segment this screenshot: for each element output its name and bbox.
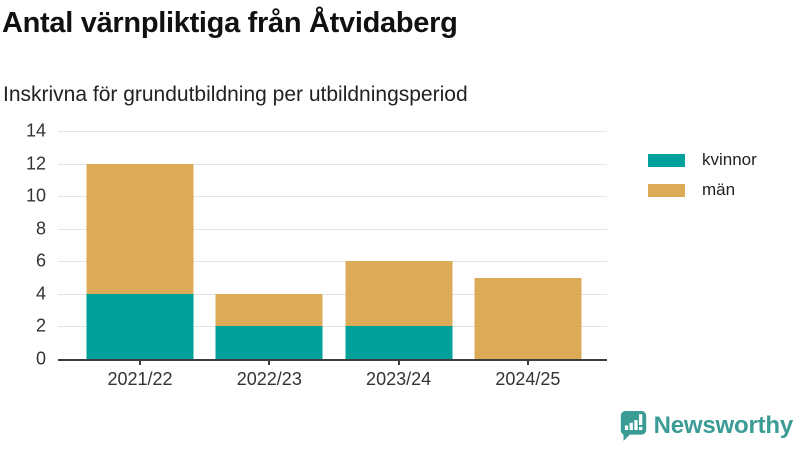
gridline-y-14 <box>58 131 607 132</box>
newsworthy-icon <box>620 411 646 441</box>
bar-2023-24 <box>345 261 453 359</box>
bar-2021-22 <box>86 163 194 359</box>
gridline-y-6 <box>58 261 607 263</box>
gridline-y-2 <box>58 326 607 328</box>
y-tick-label: 14 <box>25 120 46 141</box>
x-tick-mark <box>397 359 400 365</box>
bar-segment-kvinnor <box>345 326 453 359</box>
bar-segment-män <box>474 277 582 359</box>
y-tick-label: 8 <box>35 218 46 239</box>
y-tick-label: 4 <box>35 283 46 304</box>
y-tick-label: 10 <box>25 185 46 206</box>
gridline-y-4 <box>58 293 607 295</box>
bar-segment-kvinnor <box>86 293 194 359</box>
x-tick-mark <box>268 359 271 365</box>
chart-subtitle: Inskrivna för grundutbildning per utbild… <box>3 83 468 106</box>
legend-item-män: män <box>648 180 757 200</box>
legend-label: män <box>702 180 736 199</box>
y-tick-label: 6 <box>35 250 46 271</box>
bar-2024-25 <box>474 277 582 359</box>
x-tick-label: 2021/22 <box>107 369 173 389</box>
y-tick-label: 12 <box>25 153 46 174</box>
legend: kvinnor män <box>648 150 757 200</box>
x-tick-label: 2022/23 <box>236 369 302 389</box>
bar-segment-män <box>86 163 194 294</box>
x-tick-label: 2024/25 <box>495 369 561 389</box>
legend-label: kvinnor <box>702 150 757 169</box>
legend-item-kvinnor: kvinnor <box>648 150 757 170</box>
x-axis-line <box>58 359 607 361</box>
bar-segment-män <box>345 261 453 327</box>
legend-swatch <box>648 153 685 167</box>
x-tick-label: 2023/24 <box>366 369 432 389</box>
y-tick-label: 0 <box>35 348 46 369</box>
plot-area <box>58 131 607 361</box>
gridline-y-12 <box>58 163 607 165</box>
x-tick-mark <box>526 359 529 365</box>
bar-2022-23 <box>215 293 323 359</box>
y-tick-label: 2 <box>35 315 46 336</box>
legend-swatch <box>648 183 685 197</box>
bar-segment-kvinnor <box>215 326 323 359</box>
brand-name: Newsworthy <box>653 411 794 439</box>
gridline-y-10 <box>58 196 607 198</box>
brand-logo: Newsworthy <box>619 409 793 442</box>
x-tick-mark <box>139 359 141 365</box>
gridline-y-8 <box>58 228 607 230</box>
bar-segment-män <box>215 293 323 327</box>
chart-title: Antal värnpliktiga från Åtvidaberg <box>2 7 458 39</box>
